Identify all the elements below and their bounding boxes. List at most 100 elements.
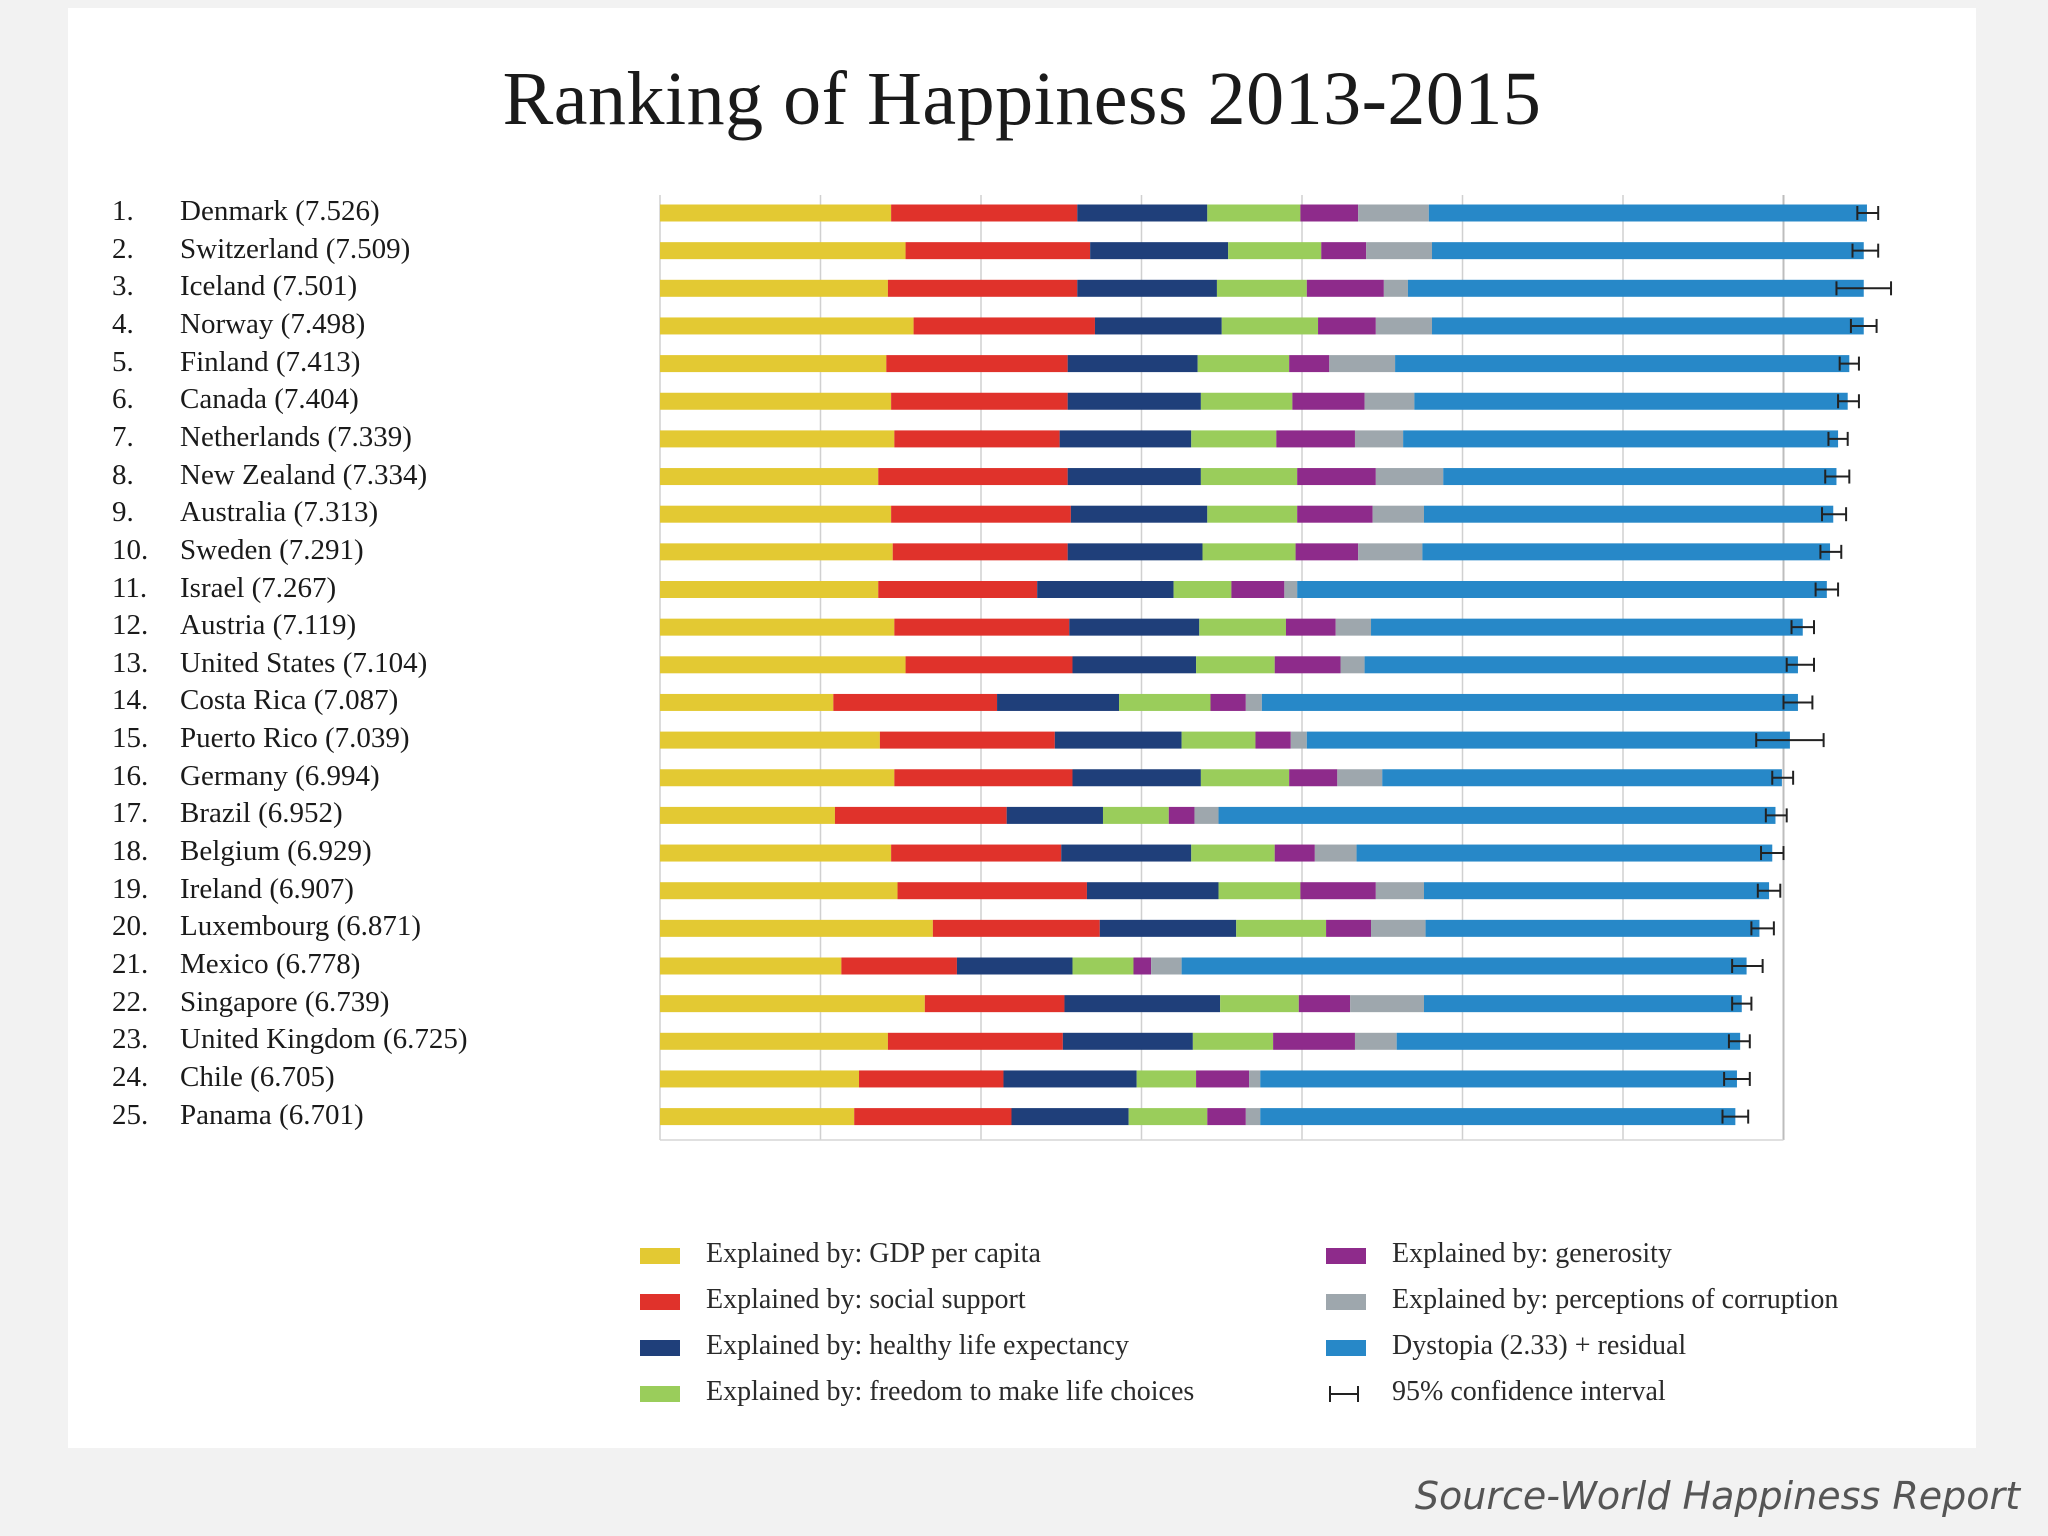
confidence-interval bbox=[1856, 206, 1880, 220]
bar-segment bbox=[1094, 317, 1222, 335]
bar-segment bbox=[1220, 995, 1299, 1013]
bar-segment bbox=[1396, 1032, 1741, 1050]
rank-number: 11. bbox=[112, 571, 148, 604]
bar-segment bbox=[1218, 806, 1776, 824]
rank-number: 12. bbox=[112, 609, 149, 642]
bar-segment bbox=[1337, 769, 1383, 787]
confidence-interval bbox=[1756, 883, 1782, 898]
confidence-interval bbox=[1760, 846, 1785, 861]
country-label: Denmark (7.526) bbox=[180, 195, 380, 227]
bar-segment bbox=[879, 731, 1055, 749]
legend-swatch bbox=[640, 1248, 680, 1264]
bar-segment bbox=[660, 656, 906, 674]
bar-segment bbox=[1395, 355, 1850, 373]
bar-segment bbox=[1006, 806, 1103, 824]
bar-segment bbox=[1292, 392, 1365, 410]
bar-segment bbox=[660, 430, 895, 448]
bar-segment bbox=[878, 468, 1068, 486]
country-label: New Zealand (7.334) bbox=[180, 458, 428, 491]
legend-swatch bbox=[1326, 1248, 1366, 1264]
bar-segment bbox=[1133, 957, 1152, 975]
bar-segment bbox=[1196, 656, 1275, 674]
chart-card: Ranking of Happiness 2013-2015 1. Denmark… bbox=[68, 8, 1976, 1448]
legend-label: Dystopia (2.33) + residual bbox=[1392, 1330, 1687, 1361]
bar-segment bbox=[1356, 844, 1773, 862]
bar-segment bbox=[1090, 242, 1229, 260]
rank-number: 5. bbox=[112, 345, 134, 378]
bar-segment bbox=[1318, 317, 1376, 335]
confidence-interval bbox=[1764, 808, 1788, 823]
bar-segment bbox=[1200, 468, 1298, 486]
bar-segment bbox=[887, 279, 1078, 297]
bar-segment bbox=[660, 693, 834, 711]
legend-label: Explained by: social support bbox=[706, 1284, 1026, 1315]
bar-segment bbox=[1064, 995, 1221, 1013]
bar-segment bbox=[1067, 355, 1198, 373]
bar-segment bbox=[1295, 543, 1359, 561]
confidence-interval bbox=[1819, 544, 1843, 559]
bar-segment bbox=[1181, 957, 1747, 975]
bar-segment bbox=[1414, 392, 1848, 410]
bar-segment bbox=[1290, 731, 1307, 749]
bar-segment bbox=[841, 957, 957, 975]
bar-segment bbox=[1207, 505, 1298, 523]
bar-segment bbox=[1072, 769, 1201, 787]
country-label: Germany (6.994) bbox=[180, 759, 380, 792]
confidence-interval bbox=[1821, 507, 1848, 522]
bar-segment bbox=[1358, 204, 1429, 222]
bar-segment bbox=[660, 1032, 888, 1050]
bar-segment bbox=[660, 618, 895, 636]
bar-segment bbox=[1231, 581, 1285, 598]
rank-number: 7. bbox=[112, 420, 134, 453]
rank-number: 21. bbox=[112, 948, 149, 980]
bar-segment bbox=[1119, 693, 1211, 711]
bar-segment bbox=[956, 957, 1073, 975]
legend-swatch bbox=[640, 1340, 680, 1356]
rank-number: 20. bbox=[112, 910, 149, 943]
bar-segment bbox=[660, 995, 925, 1013]
bar-segment bbox=[660, 919, 933, 937]
country-label: Canada (7.404) bbox=[180, 383, 359, 416]
bar-segment bbox=[894, 618, 1070, 636]
bar-segment bbox=[660, 957, 842, 975]
bar-segment bbox=[1210, 693, 1246, 711]
bar-segment bbox=[891, 204, 1078, 222]
bar-segment bbox=[1289, 355, 1330, 373]
rank-number: 10. bbox=[112, 533, 149, 566]
bar-segment bbox=[1383, 279, 1408, 297]
bar-segment bbox=[1197, 355, 1290, 373]
country-label: Finland (7.413) bbox=[180, 345, 361, 378]
bar-segment bbox=[1228, 242, 1322, 260]
confidence-interval bbox=[1727, 1034, 1751, 1049]
bar-segment bbox=[1236, 919, 1327, 937]
bar-segment bbox=[1371, 618, 1803, 636]
confidence-interval bbox=[1771, 770, 1795, 785]
bar-segment bbox=[1375, 882, 1424, 900]
country-label: Austria (7.119) bbox=[180, 609, 357, 642]
bar-segment bbox=[891, 844, 1062, 862]
bar-segment bbox=[1300, 204, 1359, 222]
bar-segment bbox=[1321, 242, 1367, 260]
bar-segment bbox=[660, 355, 887, 373]
rank-number: 13. bbox=[112, 646, 149, 679]
confidence-interval bbox=[1750, 921, 1775, 936]
confidence-interval bbox=[1838, 356, 1860, 371]
bar-segment bbox=[1340, 656, 1365, 674]
bar-segment bbox=[1335, 618, 1372, 636]
bar-segment bbox=[1255, 731, 1291, 749]
rank-number: 3. bbox=[112, 270, 134, 303]
country-label: United Kingdom (6.725) bbox=[180, 1023, 468, 1056]
bar-segment bbox=[886, 355, 1068, 373]
bar-segment bbox=[1191, 430, 1277, 448]
bar-segment bbox=[905, 242, 1091, 260]
confidence-interval bbox=[1782, 695, 1814, 710]
confidence-interval bbox=[1849, 318, 1878, 333]
country-label: Ireland (6.907) bbox=[180, 872, 354, 905]
bar-segment bbox=[1403, 430, 1839, 448]
country-label: Sweden (7.291) bbox=[180, 533, 364, 566]
rank-number: 25. bbox=[112, 1098, 149, 1131]
confidence-interval bbox=[1837, 394, 1860, 409]
bar-segment bbox=[1273, 1032, 1355, 1050]
bar-segment bbox=[1354, 430, 1404, 448]
country-label: Netherlands (7.339) bbox=[180, 420, 412, 453]
